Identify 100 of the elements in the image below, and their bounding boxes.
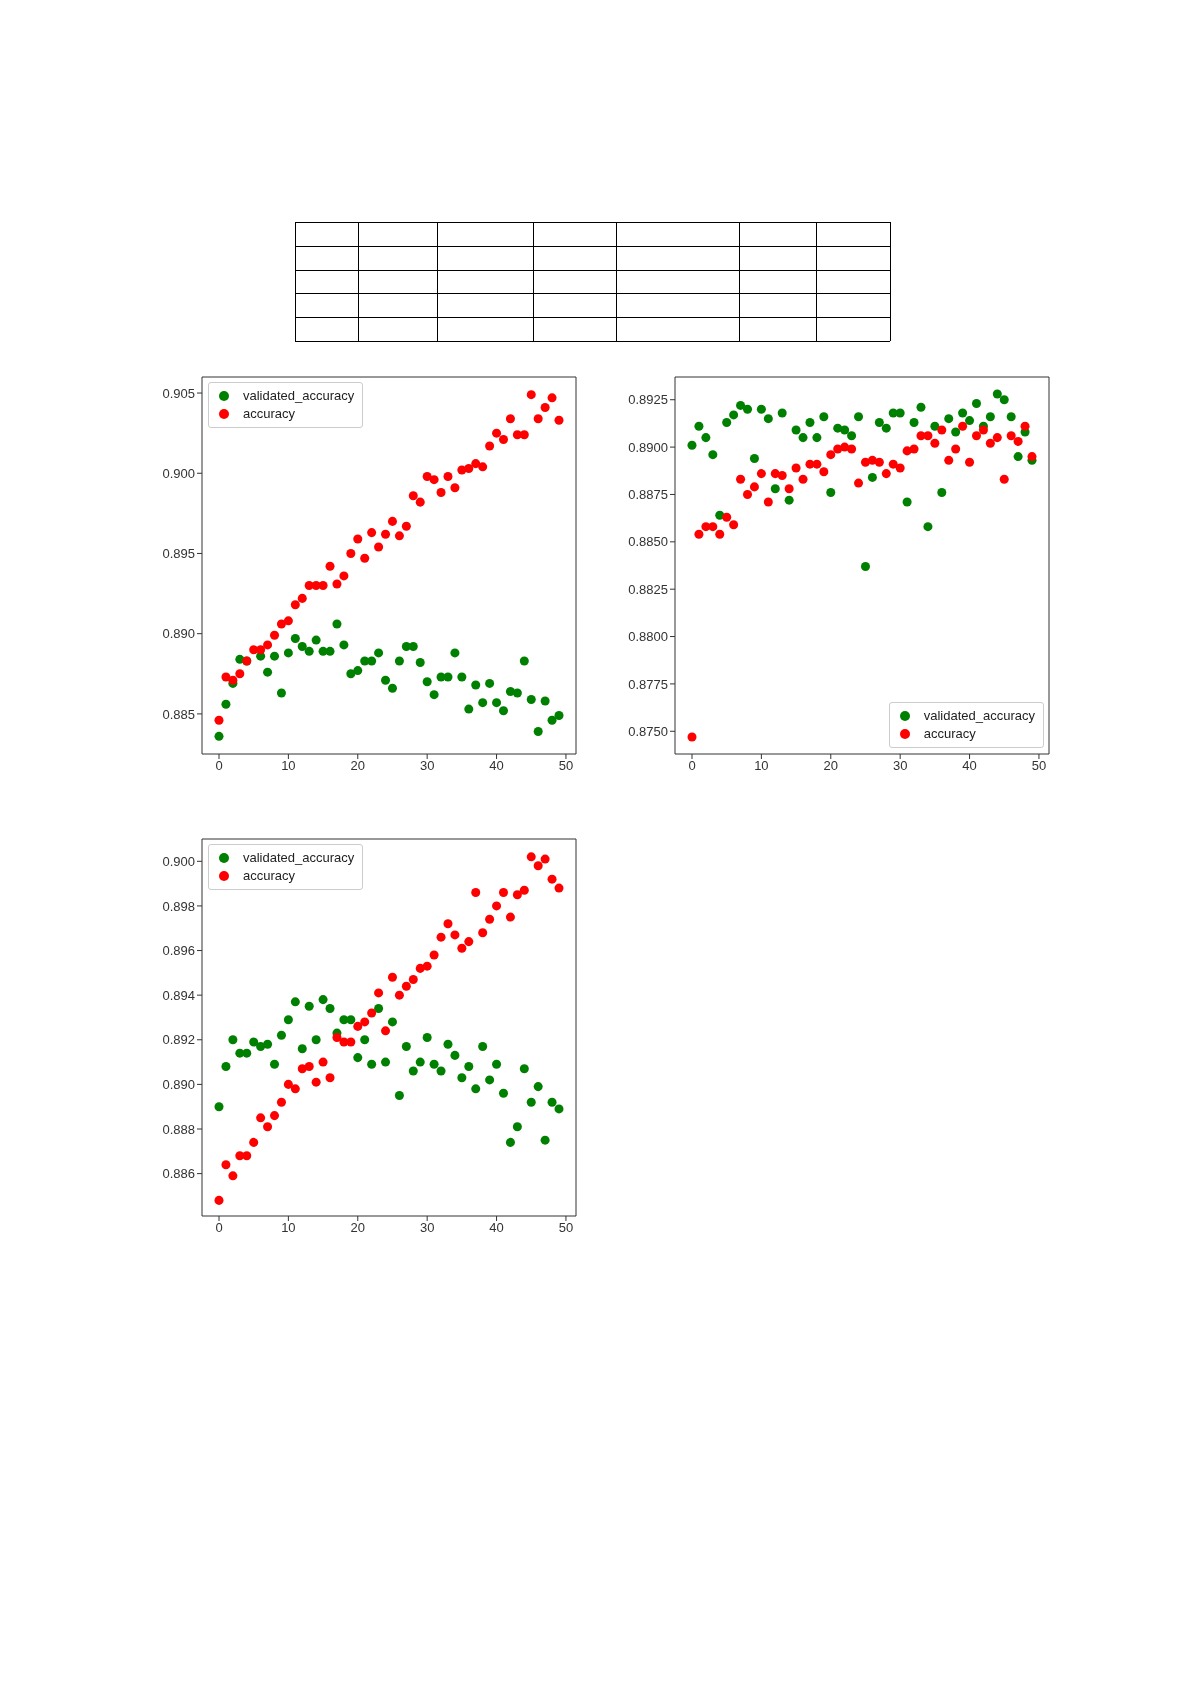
point: [736, 474, 746, 484]
point: [450, 483, 460, 493]
point: [526, 694, 536, 704]
point: [408, 975, 418, 985]
point: [353, 534, 363, 544]
point: [687, 732, 697, 742]
point: [478, 698, 488, 708]
point: [916, 402, 926, 412]
point: [867, 472, 877, 482]
point: [290, 600, 300, 610]
point: [540, 1135, 550, 1145]
point: [971, 431, 981, 441]
point: [547, 715, 557, 725]
point: [749, 482, 759, 492]
point: [1006, 412, 1016, 422]
point: [394, 1091, 404, 1101]
point: [471, 1084, 481, 1094]
point: [485, 441, 495, 451]
point: [840, 425, 850, 435]
point: [214, 715, 224, 725]
point: [325, 1004, 335, 1014]
y-tick-label: 0.8925: [628, 392, 668, 408]
point: [408, 642, 418, 652]
point: [881, 423, 891, 433]
point: [812, 433, 822, 443]
point: [408, 1066, 418, 1076]
y-tick-label: 0.894: [162, 987, 195, 1003]
point: [304, 1001, 314, 1011]
point: [756, 404, 766, 414]
point: [937, 425, 947, 435]
point: [242, 1048, 252, 1058]
point: [443, 1039, 453, 1049]
point: [902, 497, 912, 507]
point: [429, 475, 439, 485]
point: [965, 416, 975, 426]
y-tick-label: 0.900: [162, 853, 195, 869]
point: [235, 669, 245, 679]
point: [270, 651, 280, 661]
point: [505, 686, 515, 696]
point: [283, 648, 293, 658]
point: [909, 444, 919, 454]
point: [387, 1017, 397, 1027]
point: [471, 459, 481, 469]
point: [540, 696, 550, 706]
point: [464, 463, 474, 473]
point: [1006, 431, 1016, 441]
point: [874, 417, 884, 427]
point: [519, 885, 529, 895]
point: [353, 666, 363, 676]
point: [694, 529, 704, 539]
legend-label: validated_accuracy: [243, 849, 355, 867]
point: [408, 491, 418, 501]
x-tick-label: 10: [281, 758, 296, 774]
point: [429, 690, 439, 700]
point: [533, 414, 543, 424]
point: [791, 425, 801, 435]
y-tick-label: 0.8800: [628, 629, 668, 645]
point: [394, 531, 404, 541]
y-tick-label: 0.8875: [628, 487, 668, 503]
point: [985, 438, 995, 448]
point: [547, 874, 557, 884]
point: [992, 389, 1002, 399]
point: [360, 1017, 370, 1027]
point: [944, 414, 954, 424]
point: [777, 471, 787, 481]
point: [471, 680, 481, 690]
point: [971, 399, 981, 409]
point: [784, 484, 794, 494]
point: [394, 990, 404, 1000]
point: [881, 469, 891, 479]
point: [512, 890, 522, 900]
point: [471, 888, 481, 898]
x-tick-label: 0: [688, 758, 696, 774]
point: [263, 1039, 273, 1049]
point: [436, 1066, 446, 1076]
point: [332, 1033, 342, 1043]
point: [353, 1021, 363, 1031]
point: [937, 488, 947, 498]
point: [791, 463, 801, 473]
point: [540, 402, 550, 412]
x-tick-label: 40: [962, 758, 977, 774]
point: [722, 512, 732, 522]
point: [332, 579, 342, 589]
point: [436, 932, 446, 942]
point: [214, 731, 224, 741]
point: [339, 571, 349, 581]
point: [270, 1059, 280, 1069]
point: [429, 950, 439, 960]
point: [951, 427, 961, 437]
legend-label: validated_accuracy: [243, 387, 355, 405]
point: [311, 1035, 321, 1045]
point: [374, 1004, 384, 1014]
point: [888, 459, 898, 469]
y-tick-label: 0.8825: [628, 581, 668, 597]
legend-label: accuracy: [923, 725, 976, 743]
y-tick-label: 0.8750: [628, 723, 668, 739]
point: [457, 943, 467, 953]
point: [533, 727, 543, 737]
point: [276, 688, 286, 698]
point: [826, 450, 836, 460]
